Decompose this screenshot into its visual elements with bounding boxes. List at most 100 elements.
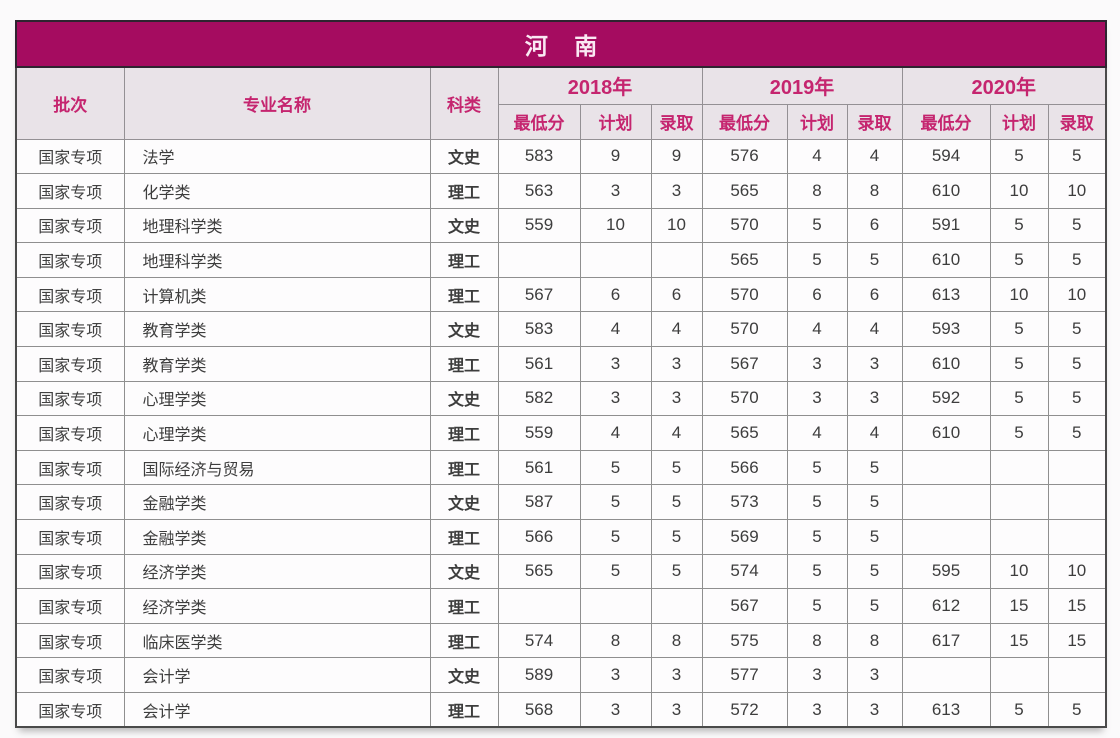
- sub-header-2018-admitted: 录取: [650, 103, 703, 140]
- score-2019-min: 565: [701, 242, 788, 278]
- score-2018-min: 583: [497, 138, 581, 175]
- score-2019-admitted: 5: [846, 449, 903, 486]
- batch-cell: 国家专项: [15, 346, 125, 382]
- score-2019-min: 576: [701, 138, 788, 175]
- score-2018-plan: [579, 588, 652, 624]
- sub-header-2018-plan: 计划: [579, 103, 652, 140]
- score-2020-min: 613: [901, 276, 991, 313]
- score-2020-min: 610: [901, 173, 991, 209]
- category-cell: 文史: [429, 484, 499, 521]
- score-2018-admitted: 4: [650, 415, 703, 451]
- title-row: 河 南: [14, 20, 1108, 68]
- score-2018-admitted: 9: [650, 138, 703, 175]
- table-row: 国家专项 地理科学类 理工 565 5 5 610 5 5: [15, 242, 1107, 278]
- score-2018-admitted: 3: [650, 346, 703, 382]
- score-2020-min: 610: [901, 346, 991, 382]
- score-2020-admitted: 5: [1047, 415, 1107, 451]
- score-2019-admitted: 3: [846, 380, 903, 417]
- sub-header-2020-min: 最低分: [901, 103, 991, 140]
- major-cell: 心理学类: [123, 380, 431, 417]
- score-2018-plan: 9: [579, 138, 652, 175]
- year-header-2020: 2020年: [901, 66, 1107, 105]
- score-2019-min: 565: [701, 173, 788, 209]
- score-2018-plan: 6: [579, 276, 652, 313]
- score-2020-admitted: [1047, 657, 1107, 693]
- score-2019-min: 570: [701, 380, 788, 417]
- score-2020-admitted: 5: [1047, 207, 1107, 244]
- score-2018-plan: 4: [579, 311, 652, 348]
- score-2018-min: 574: [497, 622, 581, 659]
- score-2020-plan: [989, 484, 1049, 521]
- batch-cell: 国家专项: [15, 207, 125, 244]
- category-cell: 理工: [429, 276, 499, 313]
- score-2019-plan: 4: [786, 311, 848, 348]
- sub-header-2020-plan: 计划: [989, 103, 1049, 140]
- score-2018-plan: 5: [579, 519, 652, 555]
- table-row: 国家专项 经济学类 理工 567 5 5 612 15 15: [15, 588, 1107, 624]
- score-2019-plan: 3: [786, 346, 848, 382]
- score-2018-min: 561: [497, 346, 581, 382]
- score-2020-admitted: 15: [1047, 622, 1107, 659]
- score-2019-min: 566: [701, 449, 788, 486]
- score-2018-min: [497, 242, 581, 278]
- score-2018-admitted: 3: [650, 380, 703, 417]
- score-2020-admitted: 5: [1047, 138, 1107, 175]
- score-2020-admitted: 10: [1047, 553, 1107, 590]
- table-row: 国家专项 临床医学类 理工 574 8 8 575 8 8 617 15 15: [15, 622, 1107, 659]
- score-2020-plan: 5: [989, 415, 1049, 451]
- col-header-category: 科类: [429, 66, 499, 140]
- score-2020-plan: 15: [989, 622, 1049, 659]
- major-cell: 计算机类: [123, 276, 431, 313]
- score-2020-admitted: 10: [1047, 173, 1107, 209]
- table-row: 国家专项 教育学类 文史 583 4 4 570 4 4 593 5 5: [15, 311, 1107, 348]
- score-2018-admitted: [650, 242, 703, 278]
- score-2020-min: 594: [901, 138, 991, 175]
- category-cell: 理工: [429, 622, 499, 659]
- score-2020-plan: [989, 657, 1049, 693]
- batch-cell: 国家专项: [15, 622, 125, 659]
- sub-header-2019-plan: 计划: [786, 103, 848, 140]
- sub-header-2018-min: 最低分: [497, 103, 581, 140]
- score-2018-min: 559: [497, 207, 581, 244]
- score-2020-plan: 5: [989, 380, 1049, 417]
- score-2020-min: [901, 449, 991, 486]
- major-cell: 金融学类: [123, 484, 431, 521]
- score-2019-admitted: 4: [846, 415, 903, 451]
- province-title: 河 南: [14, 20, 1108, 68]
- score-2019-admitted: 3: [846, 657, 903, 693]
- score-2018-min: 565: [497, 553, 581, 590]
- score-2020-min: [901, 484, 991, 521]
- table-row: 国家专项 地理科学类 文史 559 10 10 570 5 6 591 5 5: [15, 207, 1107, 244]
- sub-header-2020-admitted: 录取: [1047, 103, 1107, 140]
- score-2019-plan: 8: [786, 622, 848, 659]
- batch-cell: 国家专项: [15, 311, 125, 348]
- category-cell: 理工: [429, 346, 499, 382]
- sub-header-row: 最低分 计划 录取 最低分 计划 录取 最低分 计划 录取: [16, 103, 1107, 140]
- score-2020-admitted: 10: [1047, 276, 1107, 313]
- batch-cell: 国家专项: [15, 484, 125, 521]
- score-2018-min: 566: [497, 519, 581, 555]
- score-2019-min: 570: [701, 207, 788, 244]
- score-2018-plan: 5: [579, 484, 652, 521]
- table-row: 国家专项 会计学 理工 568 3 3 572 3 3 613 5 5: [15, 692, 1107, 728]
- score-2018-plan: 3: [579, 692, 652, 728]
- score-2020-plan: 5: [989, 311, 1049, 348]
- score-2020-admitted: 5: [1047, 692, 1107, 728]
- batch-cell: 国家专项: [15, 449, 125, 486]
- score-2018-plan: 10: [579, 207, 652, 244]
- major-cell: 会计学: [123, 692, 431, 728]
- score-2020-plan: 5: [989, 242, 1049, 278]
- score-2018-plan: 3: [579, 657, 652, 693]
- category-cell: 理工: [429, 449, 499, 486]
- score-2020-min: 595: [901, 553, 991, 590]
- year-header-2018: 2018年: [497, 66, 703, 105]
- major-cell: 心理学类: [123, 415, 431, 451]
- score-2018-plan: 4: [579, 415, 652, 451]
- major-cell: 教育学类: [123, 311, 431, 348]
- table-row: 国家专项 计算机类 理工 567 6 6 570 6 6 613 10 10: [15, 276, 1107, 313]
- year-header-2019: 2019年: [701, 66, 903, 105]
- score-2020-admitted: 5: [1047, 380, 1107, 417]
- admission-score-table-container: 河 南 批次 专业名称 科类 2018年 2019年 2020年 最低分 计划 …: [14, 20, 1108, 729]
- major-cell: 国际经济与贸易: [123, 449, 431, 486]
- batch-cell: 国家专项: [15, 588, 125, 624]
